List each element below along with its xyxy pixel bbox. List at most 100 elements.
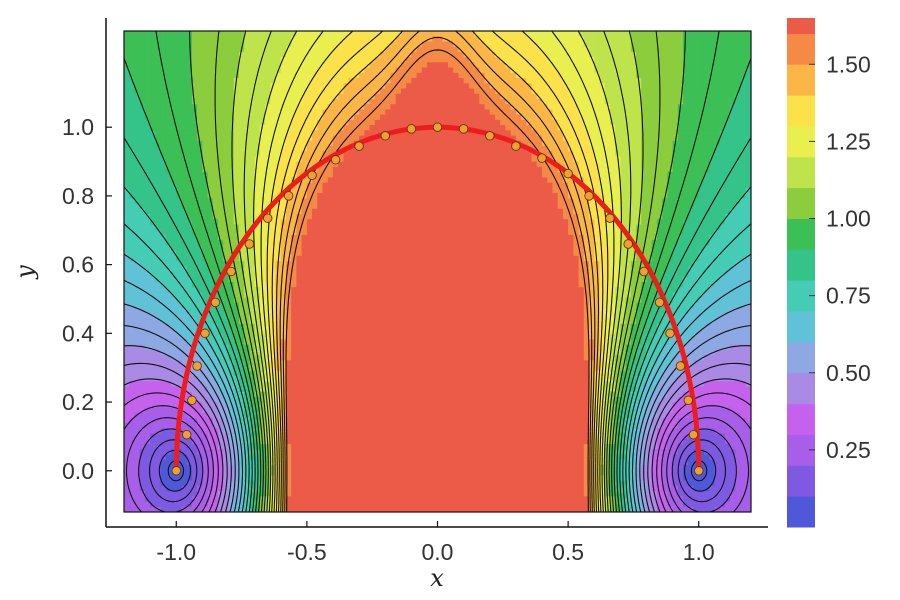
contour-cell (223, 234, 230, 241)
contour-cell (296, 72, 303, 79)
contour-cell (280, 72, 287, 79)
contour-cell (197, 459, 203, 466)
contour-cell (223, 72, 230, 79)
contour-cell (406, 46, 412, 53)
contour-cell (291, 224, 298, 231)
contour-cell (139, 224, 146, 231)
contour-cell (218, 302, 224, 309)
contour-cell (390, 271, 397, 278)
contour-cell (395, 391, 402, 398)
contour-cell (165, 412, 172, 419)
contour-cell (134, 166, 141, 173)
contour-cell (160, 459, 167, 466)
contour-cell (327, 46, 334, 53)
contour-cell (223, 161, 230, 168)
contour-cell (280, 491, 287, 497)
contour-cell (212, 449, 219, 456)
contour-cell (395, 208, 402, 215)
contour-cell (270, 166, 277, 173)
contour-cell (348, 339, 355, 346)
contour-cell (244, 261, 250, 267)
contour-cell (228, 480, 235, 487)
contour-cell (134, 475, 141, 482)
contour-cell (348, 485, 355, 492)
contour-cell (124, 255, 130, 262)
contour-cell (395, 135, 402, 142)
contour-cell (202, 428, 209, 435)
contour-cell (380, 480, 386, 487)
contour-cell (197, 98, 203, 105)
contour-cell (160, 506, 167, 512)
contour-cell (333, 370, 339, 377)
contour-cell (238, 193, 245, 199)
contour-cell (385, 234, 392, 241)
contour-cell (223, 417, 230, 424)
contour-cell (306, 78, 313, 84)
contour-cell (134, 355, 141, 361)
contour-cell (333, 51, 339, 58)
contour-cell (333, 308, 339, 314)
contour-cell (254, 349, 261, 356)
contour-cell (390, 245, 397, 252)
contour-cell (259, 31, 266, 37)
contour-cell (212, 376, 219, 382)
contour-cell (150, 396, 156, 403)
contour-cell (265, 166, 271, 173)
contour-cell (186, 417, 193, 424)
contour-cell (385, 177, 392, 184)
contour-cell (165, 334, 172, 341)
contour-cell (124, 281, 130, 288)
contour-cell (385, 98, 392, 105)
contour-cell (238, 271, 245, 278)
contour-cell (134, 297, 141, 304)
contour-cell (165, 245, 172, 252)
contour-cell (270, 224, 277, 231)
contour-cell (385, 287, 392, 294)
contour-cell (348, 276, 355, 283)
contour-cell (228, 98, 235, 105)
contour-cell (312, 308, 318, 314)
contour-cell (385, 250, 392, 257)
contour-cell (238, 114, 245, 121)
contour-cell (171, 308, 177, 314)
contour-cell (191, 271, 198, 278)
contour-cell (124, 83, 130, 90)
contour-cell (348, 454, 355, 461)
contour-cell (327, 412, 334, 419)
contour-cell (369, 83, 376, 90)
contour-cell (186, 62, 193, 69)
contour-cell (374, 506, 381, 512)
contour-cell (238, 219, 245, 226)
contour-cell (165, 229, 172, 236)
contour-cell (322, 172, 329, 178)
contour-cell (333, 255, 339, 262)
contour-cell (327, 381, 334, 388)
contour-cell (254, 140, 261, 147)
contour-cell (139, 266, 146, 273)
contour-cell (186, 323, 193, 330)
contour-cell (139, 381, 146, 388)
contour-cell (364, 93, 371, 100)
contour-cell (160, 438, 167, 445)
contour-cell (134, 428, 141, 435)
contour-cell (191, 501, 198, 508)
contour-cell (181, 470, 188, 476)
contour-cell (348, 459, 355, 466)
contour-cell (129, 51, 136, 58)
contour-cell (265, 67, 271, 74)
contour-cell (202, 104, 209, 111)
contour-cell (181, 412, 188, 419)
contour-cell (139, 417, 146, 424)
contour-cell (150, 250, 156, 257)
contour-cell (207, 161, 214, 168)
contour-cell (317, 88, 324, 95)
contour-cell (306, 245, 313, 252)
contour-cell (244, 146, 250, 152)
contour-cell (369, 329, 376, 335)
contour-cell (353, 198, 360, 205)
contour-cell (400, 339, 407, 346)
contour-cell (249, 151, 256, 158)
contour-cell (306, 88, 313, 95)
contour-cell (374, 151, 381, 158)
contour-cell (338, 355, 345, 361)
